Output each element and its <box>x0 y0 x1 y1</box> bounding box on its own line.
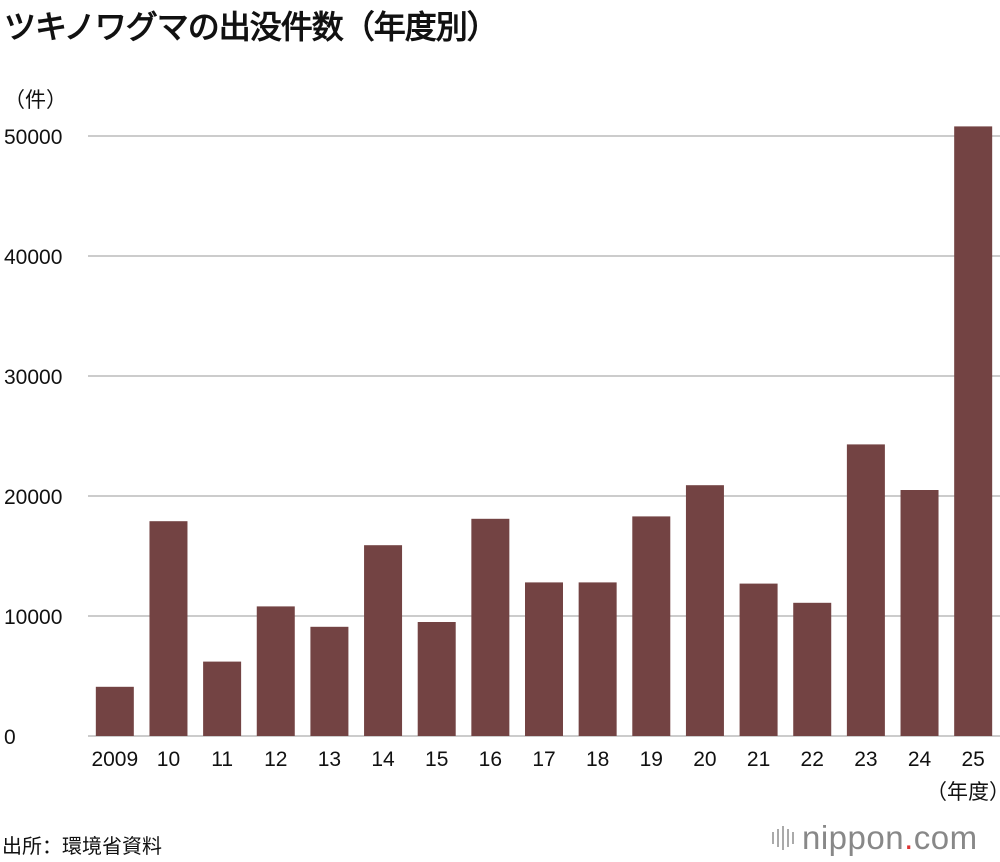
x-tick-label: 16 <box>479 748 502 771</box>
bars <box>95 126 993 736</box>
x-tick-label: 20 <box>693 748 716 771</box>
logo-tld: com <box>913 819 978 856</box>
x-axis-ticks: 2009 10 11 12 13 14 15 16 17 18 19 20 21 22 23 24 25 <box>91 748 984 771</box>
y-tick-label: 20000 <box>4 486 62 509</box>
source-note: 出所：環境省資料 <box>2 834 162 858</box>
bar <box>954 126 993 736</box>
y-tick-label: 40000 <box>4 246 62 269</box>
bar <box>685 485 724 736</box>
bar <box>846 444 885 736</box>
bar <box>900 490 939 736</box>
x-tick-label: 10 <box>157 748 180 771</box>
bar <box>310 626 349 736</box>
x-tick-label: 11 <box>211 748 233 771</box>
x-tick-label: 19 <box>640 748 663 771</box>
logo-text: nippon.com <box>802 819 978 857</box>
x-tick-label: 14 <box>371 748 395 771</box>
bar <box>632 516 671 736</box>
bar <box>364 545 403 736</box>
bar <box>256 606 295 736</box>
x-tick-label: 23 <box>854 748 877 771</box>
logo-mark-icon <box>772 826 794 850</box>
y-tick-label: 10000 <box>4 606 62 629</box>
y-axis-ticks: 0 10000 20000 30000 40000 50000 <box>4 126 62 749</box>
bar <box>739 583 778 736</box>
x-tick-label: 24 <box>908 748 932 771</box>
y-tick-label: 50000 <box>4 126 62 149</box>
y-axis-unit: （件） <box>4 88 67 112</box>
bar <box>471 518 510 736</box>
y-tick-label: 30000 <box>4 366 62 389</box>
y-tick-label: 0 <box>4 726 16 749</box>
x-tick-label: 12 <box>264 748 287 771</box>
x-tick-label: 13 <box>318 748 341 771</box>
x-axis-unit: （年度） <box>926 780 1000 804</box>
nippon-logo: nippon.com <box>772 818 978 858</box>
bar <box>417 622 456 736</box>
bar <box>578 582 617 736</box>
x-tick-label: 2009 <box>91 748 138 771</box>
bar <box>95 686 134 736</box>
x-tick-label: 22 <box>801 748 824 771</box>
bar <box>203 661 242 736</box>
x-tick-label: 18 <box>586 748 609 771</box>
bar <box>525 582 563 736</box>
x-tick-label: 15 <box>425 748 448 771</box>
x-tick-label: 17 <box>532 748 555 771</box>
logo-dot: . <box>904 819 914 856</box>
x-tick-label: 25 <box>961 748 984 771</box>
logo-name: nippon <box>802 819 905 856</box>
bar <box>793 602 832 736</box>
bar <box>149 521 188 736</box>
x-tick-label: 21 <box>747 748 770 771</box>
chart-title: ツキノワグマの出没件数（年度別） <box>4 8 499 46</box>
